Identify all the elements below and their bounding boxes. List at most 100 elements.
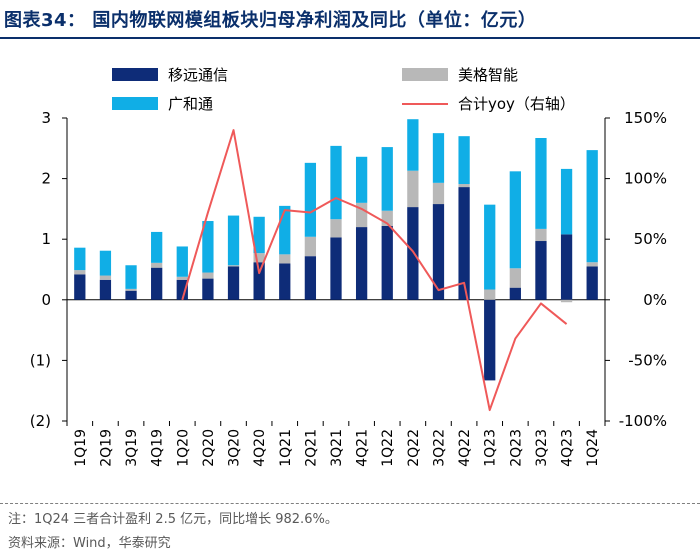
bar-fibocom bbox=[176, 246, 188, 277]
bar-fibocom bbox=[99, 250, 112, 276]
bar-cmcc bbox=[355, 227, 368, 300]
x-tick-label: 2Q19 bbox=[98, 429, 114, 467]
bar-meige bbox=[560, 299, 573, 303]
bar-cmcc bbox=[99, 279, 112, 300]
bar-meige bbox=[74, 270, 86, 275]
bar-fibocom bbox=[586, 150, 598, 263]
bar-meige bbox=[125, 288, 137, 291]
footnote: 注：1Q24 三者合计盈利 2.5 亿元，同比增长 982.6%。 bbox=[8, 512, 338, 527]
x-tick-label: 1Q19 bbox=[73, 429, 89, 467]
legend-item-meige: 美格智能 bbox=[402, 64, 518, 85]
bar-cmcc bbox=[560, 234, 573, 300]
y-left-tick-label: (2) bbox=[30, 412, 51, 430]
x-tick-label: 4Q20 bbox=[252, 429, 268, 467]
bar-fibocom bbox=[202, 221, 214, 273]
bar-cmcc bbox=[535, 241, 547, 300]
bar-cmcc bbox=[432, 204, 445, 300]
bar-fibocom bbox=[125, 265, 137, 289]
bar-fibocom bbox=[304, 162, 317, 237]
bar-cmcc bbox=[407, 207, 419, 300]
bar-fibocom bbox=[484, 204, 496, 290]
bar-cmcc bbox=[458, 187, 470, 300]
bar-cmcc bbox=[125, 290, 137, 300]
bar-meige bbox=[151, 262, 163, 268]
bar-meige bbox=[432, 182, 445, 205]
x-tick-label: 2Q23 bbox=[508, 429, 524, 467]
bar-fibocom bbox=[509, 171, 521, 269]
y-left-tick-label: 2 bbox=[41, 170, 51, 188]
x-tick-label: 1Q23 bbox=[483, 429, 499, 467]
bar-meige bbox=[304, 236, 317, 257]
x-tick-label: 2Q20 bbox=[201, 429, 217, 467]
legend-item-fibocom: 广和通 bbox=[112, 93, 213, 114]
y-right-tick-label: -50% bbox=[628, 351, 667, 369]
bar-fibocom bbox=[407, 119, 419, 171]
bar-series-group bbox=[74, 119, 598, 381]
y-left-tick-label: 1 bbox=[41, 230, 51, 248]
x-tick-label: 3Q19 bbox=[124, 429, 140, 467]
x-tick-label: 4Q19 bbox=[150, 429, 166, 467]
bar-cmcc bbox=[330, 237, 342, 300]
bar-cmcc bbox=[586, 266, 598, 300]
bar-fibocom bbox=[279, 205, 291, 255]
bar-fibocom bbox=[432, 133, 445, 183]
legend-label-meige: 美格智能 bbox=[458, 66, 519, 84]
bar-cmcc bbox=[279, 263, 291, 300]
bar-meige bbox=[202, 272, 214, 279]
bar-meige bbox=[176, 276, 188, 280]
bar-meige bbox=[227, 265, 240, 267]
x-tick-label: 1Q24 bbox=[585, 429, 601, 467]
legend-label-yoy: 合计yoy（右轴） bbox=[458, 95, 575, 113]
bar-meige bbox=[279, 254, 291, 264]
bar-meige bbox=[355, 202, 368, 228]
bar-cmcc bbox=[509, 287, 521, 300]
x-tick-label: 3Q21 bbox=[329, 429, 345, 467]
bar-fibocom bbox=[535, 137, 547, 229]
footer-divider bbox=[0, 503, 700, 504]
x-tick-label: 2Q21 bbox=[303, 429, 319, 467]
legend-item-cmcc: 移远通信 bbox=[112, 64, 228, 85]
bar-cmcc bbox=[227, 266, 240, 300]
bar-meige bbox=[407, 170, 419, 208]
x-tick-label: 2Q22 bbox=[406, 429, 422, 467]
x-tick-label: 3Q20 bbox=[227, 429, 243, 467]
bar-meige bbox=[586, 262, 598, 267]
bar-cmcc bbox=[484, 299, 496, 381]
bar-fibocom bbox=[151, 231, 163, 263]
bar-meige bbox=[253, 253, 265, 263]
bar-cmcc bbox=[151, 267, 163, 300]
legend-label-fibocom: 广和通 bbox=[168, 95, 214, 113]
bar-fibocom bbox=[227, 215, 240, 266]
bar-fibocom bbox=[355, 156, 368, 203]
bar-meige bbox=[535, 228, 547, 242]
x-tick-label: 4Q21 bbox=[355, 429, 371, 467]
legend-item-yoy: 合计yoy（右轴） bbox=[402, 93, 575, 114]
legend-swatch-fibocom bbox=[112, 97, 158, 110]
y-left-tick-label: (1) bbox=[30, 351, 51, 369]
y-right-tick-label: 150% bbox=[624, 109, 667, 127]
bar-fibocom bbox=[381, 147, 393, 211]
x-tick-label: 3Q23 bbox=[534, 429, 550, 467]
x-tick-label: 1Q22 bbox=[380, 429, 396, 467]
yoy-line bbox=[181, 129, 568, 412]
legend-label-cmcc: 移远通信 bbox=[168, 66, 229, 84]
chart-title: 图表34： 国内物联网模组板块归母净利润及同比（单位：亿元） bbox=[4, 10, 537, 31]
x-tick-label: 1Q21 bbox=[278, 429, 294, 467]
title-divider bbox=[0, 37, 700, 39]
legend-swatch-cmcc bbox=[112, 68, 158, 81]
bar-cmcc bbox=[304, 256, 317, 300]
bar-meige bbox=[381, 210, 393, 226]
bar-fibocom bbox=[253, 216, 265, 254]
y-left-tick-label: 3 bbox=[41, 109, 51, 127]
bar-meige bbox=[509, 268, 521, 288]
y-right-tick-label: 0% bbox=[643, 291, 667, 309]
bar-cmcc bbox=[176, 279, 188, 300]
x-tick-label: 4Q22 bbox=[457, 429, 473, 467]
bar-cmcc bbox=[202, 278, 214, 300]
bar-meige bbox=[458, 184, 470, 188]
bar-fibocom bbox=[458, 136, 470, 185]
bar-fibocom bbox=[560, 168, 573, 235]
bar-meige bbox=[99, 275, 112, 280]
y-right-tick-label: -100% bbox=[619, 412, 667, 430]
source-note: 资料来源：Wind，华泰研究 bbox=[8, 536, 171, 551]
